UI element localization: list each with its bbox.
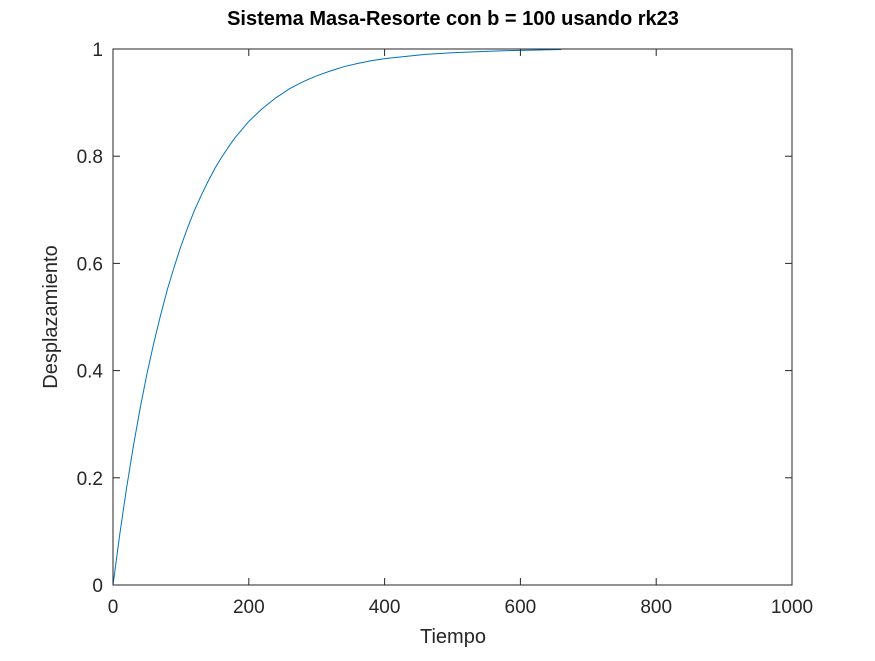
y-tick-label-2: 0.4 — [77, 362, 104, 383]
x-tick-label-4: 800 — [640, 597, 672, 618]
y-axis-label: Desplazamiento — [40, 245, 62, 388]
y-tick-label-0: 0 — [92, 576, 103, 597]
series-layer — [112, 49, 562, 586]
y-tick-label-1: 0.2 — [77, 469, 103, 490]
chart-title: Sistema Masa-Resorte con b = 100 usando … — [227, 8, 679, 30]
x-tick-label-3: 600 — [505, 597, 537, 618]
x-tick-label-5: 1000 — [771, 597, 813, 618]
x-tick-label-2: 400 — [369, 597, 401, 618]
y-tick-label-4: 0.8 — [77, 147, 103, 168]
plot-frame — [112, 48, 793, 586]
x-axis-label: Tiempo — [420, 626, 486, 648]
tick-layer: 0 200 400 600 800 1000 0 0.2 0.4 0.6 0.8 1 — [77, 40, 814, 618]
y-tick-label-3: 0.6 — [77, 254, 103, 275]
plot-area — [113, 49, 792, 585]
x-tick-label-0: 0 — [108, 597, 119, 618]
series-line-0 — [112, 49, 562, 586]
y-tick-label-5: 1 — [92, 40, 103, 61]
x-tick-label-1: 200 — [233, 597, 265, 618]
